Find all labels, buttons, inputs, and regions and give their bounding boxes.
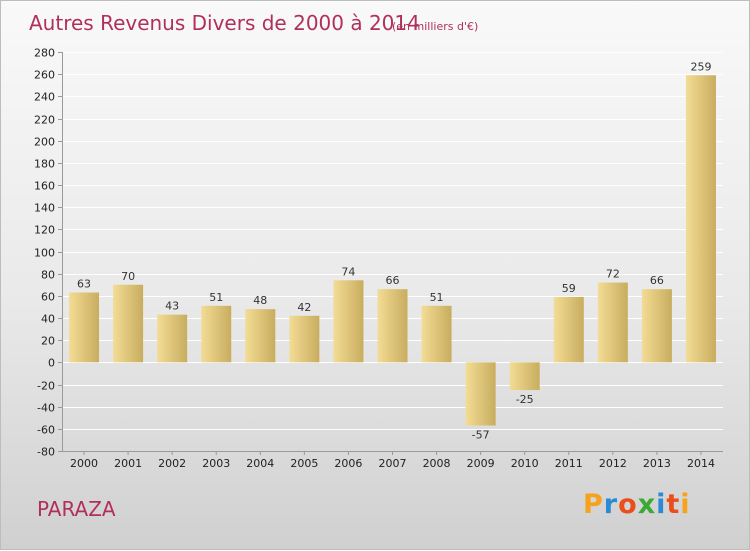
labels-layer: 63 70 43 51 48 42 74 66 51 -57 -25 59 72 66 259 <box>77 60 711 441</box>
data-label-2007: 66 <box>386 274 400 287</box>
proxiti-logo: Proxiti <box>583 489 691 520</box>
data-label-2011: 59 <box>562 282 576 295</box>
data-label-2002: 43 <box>165 300 179 313</box>
data-label-2013: 66 <box>650 274 664 287</box>
x-tick-label-2008: 2008 <box>423 457 451 470</box>
grid-layer <box>62 52 723 452</box>
logo-letter: t <box>666 489 681 520</box>
y-tick-label: -80 <box>37 446 55 459</box>
x-tick-label-2009: 2009 <box>467 457 495 470</box>
x-tick-label-2004: 2004 <box>246 457 274 470</box>
data-label-2006: 74 <box>341 265 355 278</box>
bar-2004 <box>245 309 276 363</box>
data-label-2005: 42 <box>297 301 311 314</box>
bar-2010 <box>509 362 540 391</box>
y-tick-label: 200 <box>34 136 55 149</box>
bar-2001 <box>113 284 144 363</box>
data-label-2014: 259 <box>690 60 711 73</box>
y-tick-label: 180 <box>34 158 55 171</box>
y-tick-label: 80 <box>41 269 55 282</box>
y-tick-label: -40 <box>37 402 55 415</box>
y-tick-label: 280 <box>34 47 55 60</box>
y-tick-label: 20 <box>41 335 55 348</box>
bar-2012 <box>597 282 628 363</box>
y-tick-label: 220 <box>34 114 55 127</box>
bar-2008 <box>421 305 452 363</box>
logo-letter: r <box>603 489 619 520</box>
place-name: PARAZA <box>37 497 116 521</box>
bar-2005 <box>289 315 320 363</box>
x-tick-label-2012: 2012 <box>599 457 627 470</box>
logo-letter: P <box>583 489 604 520</box>
data-label-2009: -57 <box>472 429 490 442</box>
data-label-2003: 51 <box>209 291 223 304</box>
chart-subtitle: (en milliers d'€) <box>392 20 478 33</box>
x-tick-label-2002: 2002 <box>158 457 186 470</box>
y-tick-label: 60 <box>41 291 55 304</box>
y-tick-label: 160 <box>34 180 55 193</box>
x-tick-label-2013: 2013 <box>643 457 671 470</box>
chart-title: Autres Revenus Divers de 2000 à 2014 <box>29 11 420 35</box>
y-tick-label: 120 <box>34 224 55 237</box>
y-tick-label: 100 <box>34 247 55 260</box>
x-tick-label-2000: 2000 <box>70 457 98 470</box>
logo-letter: o <box>618 489 638 520</box>
bar-2013 <box>641 289 672 363</box>
data-label-2000: 63 <box>77 278 91 291</box>
bar-2006 <box>333 280 364 363</box>
x-tick-label-2005: 2005 <box>290 457 318 470</box>
bar-2011 <box>553 296 584 363</box>
bar-2014 <box>685 75 716 363</box>
bar-2009 <box>465 362 496 426</box>
y-tick-label: 240 <box>34 91 55 104</box>
bar-2002 <box>157 314 188 363</box>
y-tick-label: 40 <box>41 313 55 326</box>
x-tick-label-2010: 2010 <box>511 457 539 470</box>
bar-2003 <box>201 305 232 363</box>
x-tick-label-2003: 2003 <box>202 457 230 470</box>
bar-2007 <box>377 289 408 363</box>
x-tick-label-2006: 2006 <box>334 457 362 470</box>
y-tick-label: -60 <box>37 424 55 437</box>
axes-layer: -80-60-40-200204060801001201401601802002… <box>34 47 723 470</box>
logo-letter: i <box>680 489 691 520</box>
data-label-2010: -25 <box>516 393 534 406</box>
logo-letter: i <box>656 489 667 520</box>
bar-2000 <box>69 292 100 363</box>
y-tick-label: 260 <box>34 69 55 82</box>
data-label-2001: 70 <box>121 270 135 283</box>
y-tick-label: 140 <box>34 202 55 215</box>
y-tick-label: -20 <box>37 380 55 393</box>
logo-letter: x <box>637 489 657 520</box>
bars-layer <box>69 75 716 426</box>
y-tick-label: 0 <box>48 357 55 370</box>
x-tick-label-2001: 2001 <box>114 457 142 470</box>
x-tick-label-2007: 2007 <box>379 457 407 470</box>
data-label-2012: 72 <box>606 268 620 281</box>
x-tick-label-2014: 2014 <box>687 457 715 470</box>
x-tick-label-2011: 2011 <box>555 457 583 470</box>
data-label-2004: 48 <box>253 294 267 307</box>
data-label-2008: 51 <box>430 291 444 304</box>
